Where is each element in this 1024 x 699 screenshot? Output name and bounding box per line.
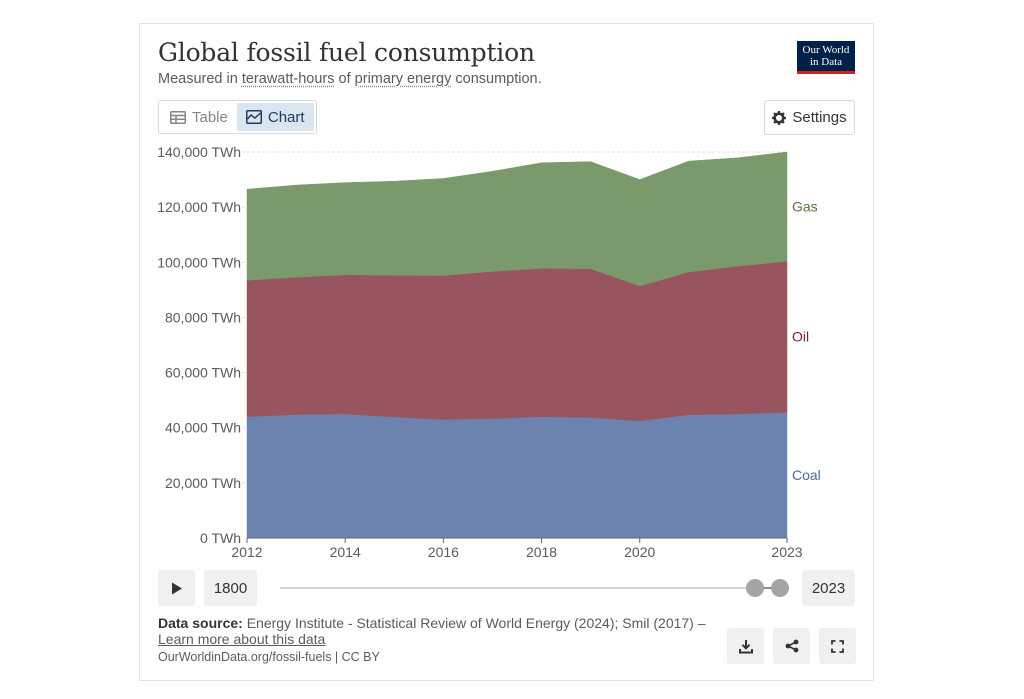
logo-line2: in Data [809, 55, 843, 68]
tab-table[interactable]: Table [161, 103, 237, 131]
tab-table-label: Table [192, 108, 228, 126]
timeline-selected-range [755, 587, 780, 589]
area-coal[interactable] [246, 412, 788, 539]
stacked-areas [246, 151, 788, 539]
subtitle-prefix: Measured in [158, 71, 238, 87]
primary-energy-link[interactable]: primary energy [354, 71, 452, 87]
x-axis: 2012 2014 2016 2018 2020 2023 [231, 538, 803, 560]
y-tick-label: 40,000 TWh [165, 420, 241, 436]
timeline-end-handle[interactable] [771, 579, 789, 597]
source-text: Energy Institute - Statistical Review of… [246, 615, 706, 631]
timeline-start-year[interactable]: 1800 [204, 570, 257, 606]
x-tick-label: 2020 [624, 544, 655, 560]
share-button[interactable] [773, 628, 810, 664]
data-source: Data source: Energy Institute - Statisti… [158, 615, 718, 647]
y-tick-label: 120,000 TWh [157, 199, 241, 215]
tab-chart-label: Chart [267, 108, 305, 126]
download-icon [738, 639, 753, 653]
gear-icon [772, 110, 787, 125]
y-tick-label: 100,000 TWh [157, 254, 241, 270]
play-icon [171, 582, 182, 594]
y-tick-label: 0 TWh [200, 530, 241, 546]
tab-chart[interactable]: Chart [236, 103, 314, 131]
timeline-start-handle[interactable] [746, 579, 764, 597]
y-tick-label: 140,000 TWh [157, 144, 241, 160]
y-tick-label: 60,000 TWh [165, 365, 241, 381]
chart-icon [245, 110, 262, 124]
area-gas[interactable] [246, 151, 788, 287]
x-tick-label: 2018 [526, 544, 557, 560]
fullscreen-button[interactable] [819, 628, 856, 664]
x-tick-label: 2012 [231, 544, 262, 560]
series-label-gas[interactable]: Gas [792, 199, 818, 215]
share-icon [785, 639, 798, 653]
chart-subtitle: Measured in terawatt-hours of primary en… [158, 71, 542, 87]
x-tick-label: 2016 [428, 544, 459, 560]
settings-button[interactable]: Settings [764, 100, 855, 135]
table-icon [170, 110, 186, 124]
source-label: Data source: [158, 615, 243, 631]
y-tick-label: 20,000 TWh [165, 475, 241, 491]
timeline-track[interactable] [280, 587, 783, 589]
play-button[interactable] [158, 570, 195, 606]
series-label-coal[interactable]: Coal [792, 467, 821, 483]
terawatt-hours-link[interactable]: terawatt-hours [241, 71, 335, 87]
chart-title: Global fossil fuel consumption [158, 38, 535, 67]
settings-label: Settings [792, 109, 847, 126]
download-button[interactable] [727, 628, 764, 664]
x-tick-label: 2014 [330, 544, 361, 560]
series-labels: Coal Oil Gas [792, 199, 821, 484]
learn-more-link[interactable]: Learn more about this data [158, 631, 326, 647]
logo-line1: Our World [802, 44, 850, 56]
area-oil[interactable] [246, 260, 788, 422]
x-tick-label: 2023 [771, 544, 802, 560]
owid-logo[interactable]: Our World in Data [797, 41, 855, 74]
fullscreen-icon [831, 639, 844, 653]
timeline-end-year[interactable]: 2023 [802, 570, 855, 606]
y-tick-label: 80,000 TWh [165, 309, 241, 325]
series-label-oil[interactable]: Oil [792, 329, 809, 345]
view-tabs: Table Chart [158, 100, 317, 134]
subtitle-suffix: consumption. [455, 71, 542, 87]
origin-url[interactable]: OurWorldinData.org/fossil-fuels | CC BY [158, 650, 380, 664]
subtitle-mid: of [338, 71, 351, 87]
y-axis: 0 TWh 20,000 TWh 40,000 TWh 60,000 TWh 80,00… [157, 144, 241, 546]
